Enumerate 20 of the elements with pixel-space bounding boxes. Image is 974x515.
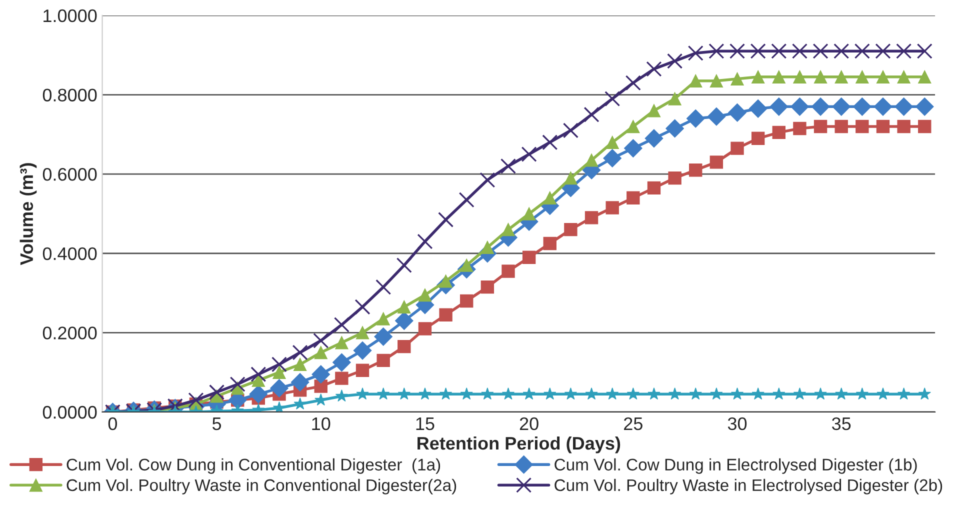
legend-label: Cum Vol. Poultry Waste in Conventional Digester(2a) [66,478,456,494]
y-tick-label: 0.6000 [42,168,97,181]
y-tick-label: 0.4000 [42,247,97,260]
y-tick-label: 1.0000 [44,9,97,22]
legend-label: Cum Vol. Cow Dung in Electrolysed Digester (1b) [554,458,917,474]
x-tick-label: 35 [832,417,851,430]
x-tick-label: 5 [212,418,222,430]
legend-label: Cum Vol. Cow Dung in Conventional Digester (1a) [66,458,440,474]
y-tick-label: 0.8000 [42,88,97,102]
x-tick-label: 0 [108,417,117,430]
y-tick-label: 0.0000 [42,406,97,419]
y-tick-label: 0.2000 [42,326,97,340]
x-tick-label: 20 [520,417,538,430]
y-axis-title: Volume (m³) [20,163,37,266]
x-axis-title: Retention Period (Days) [418,436,620,454]
x-tick-label: 10 [312,417,330,430]
x-tick-label: 30 [728,417,747,430]
x-tick-label: 15 [416,418,434,430]
x-tick-label: 25 [624,417,642,430]
legend-label: Cum Vol. Poultry Waste in Electrolysed Digester (2b) [554,478,942,494]
